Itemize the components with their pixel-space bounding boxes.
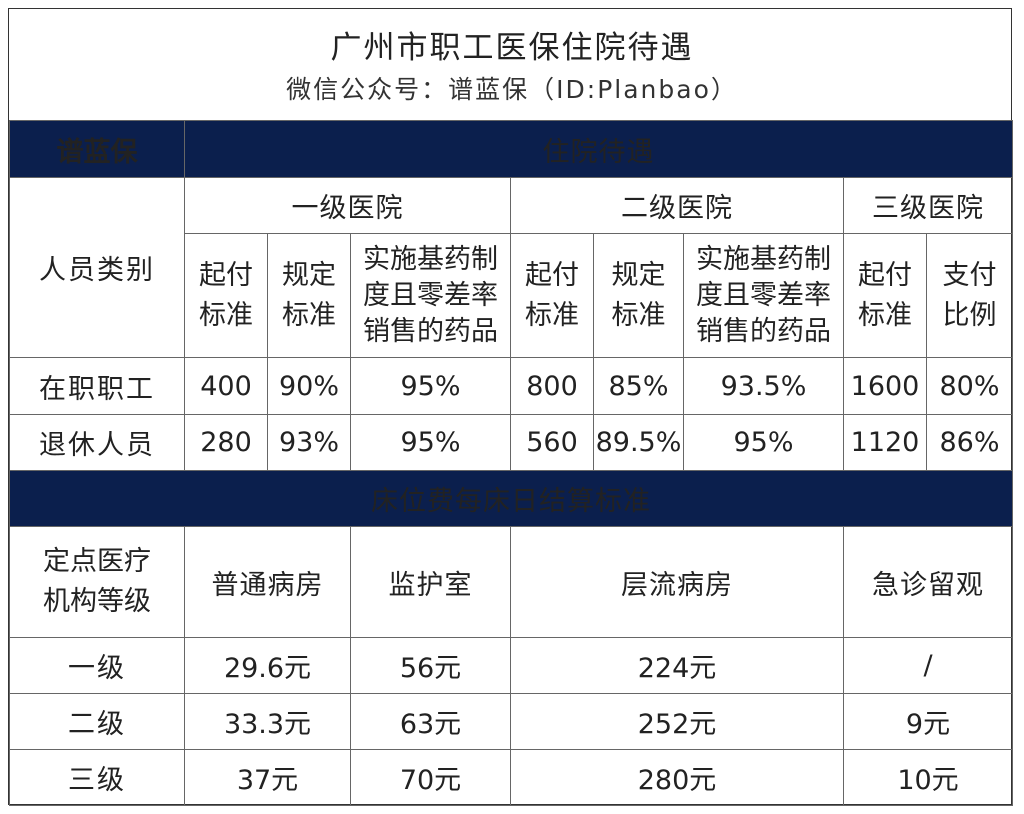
table-row: 三级 37元 70元 280元 10元 xyxy=(9,749,1013,806)
hospital-level-3: 三级医院 xyxy=(843,177,1013,234)
row-label: 在职职工 xyxy=(9,357,185,415)
hospital-level-2: 二级医院 xyxy=(510,177,844,234)
table-cell: 56元 xyxy=(350,637,511,694)
brand-cell: 谱蓝保 xyxy=(9,120,185,178)
subheader-h1-deductible: 起付 标准 xyxy=(184,233,268,358)
column-header-laminar-ward: 层流病房 xyxy=(510,526,844,638)
row-label: 三级 xyxy=(9,749,185,806)
table-cell: 89.5% xyxy=(593,414,684,471)
subheader-h1-essential-drugs: 实施基药制 度且零差率 销售的药品 xyxy=(350,233,511,358)
table-cell: 800 xyxy=(510,357,594,415)
section-title-inpatient: 住院待遇 xyxy=(184,120,1013,178)
table-cell: 93.5% xyxy=(683,357,844,415)
table-cell: 33.3元 xyxy=(184,693,351,750)
table-row: 一级 29.6元 56元 224元 / xyxy=(9,637,1013,694)
subheader-h3-deductible: 起付 标准 xyxy=(843,233,927,358)
row-label: 二级 xyxy=(9,693,185,750)
subheader-h2-deductible: 起付 标准 xyxy=(510,233,594,358)
subheader-h3-payment-ratio: 支付 比例 xyxy=(926,233,1013,358)
benefits-table: 谱蓝保 住院待遇 人员类别 一级医院 二级医院 三级医院 起付 标准 规定 标准… xyxy=(9,120,1013,806)
table-cell: 10元 xyxy=(843,749,1013,806)
category-header: 人员类别 xyxy=(9,177,185,358)
row-label: 一级 xyxy=(9,637,185,694)
table-cell: 63元 xyxy=(350,693,511,750)
page-title: 广州市职工医保住院待遇 xyxy=(330,30,694,66)
column-header-icu: 监护室 xyxy=(350,526,511,638)
table-cell: 224元 xyxy=(510,637,844,694)
table-cell: 1120 xyxy=(843,414,927,471)
table-cell: 95% xyxy=(350,357,511,415)
table-cell: 93% xyxy=(267,414,351,471)
row-label: 退休人员 xyxy=(9,414,185,471)
table-cell: 70元 xyxy=(350,749,511,806)
table-cell: 86% xyxy=(926,414,1013,471)
subheader-h2-standard: 规定 标准 xyxy=(593,233,684,358)
table-cell: 400 xyxy=(184,357,268,415)
table-row: 二级 33.3元 63元 252元 9元 xyxy=(9,693,1013,750)
subheader-h1-standard: 规定 标准 xyxy=(267,233,351,358)
facility-level-header: 定点医疗 机构等级 xyxy=(9,526,185,638)
subheader-h2-essential-drugs: 实施基药制 度且零差率 销售的药品 xyxy=(683,233,844,358)
column-header-emergency-observation: 急诊留观 xyxy=(843,526,1013,638)
table-cell: 90% xyxy=(267,357,351,415)
table-cell: 29.6元 xyxy=(184,637,351,694)
table-cell: 1600 xyxy=(843,357,927,415)
table-cell: 37元 xyxy=(184,749,351,806)
section-title-bed-fee: 床位费每床日结算标准 xyxy=(9,470,1013,527)
table-cell: 560 xyxy=(510,414,594,471)
table-cell: 95% xyxy=(683,414,844,471)
page-subtitle: 微信公众号：谱蓝保（ID:Planbao） xyxy=(286,75,738,104)
table-cell: 9元 xyxy=(843,693,1013,750)
table-cell: 280元 xyxy=(510,749,844,806)
table-cell: 80% xyxy=(926,357,1013,415)
table-cell: 252元 xyxy=(510,693,844,750)
table-cell: 95% xyxy=(350,414,511,471)
table-row: 在职职工 400 90% 95% 800 85% 93.5% 1600 80% xyxy=(9,357,1013,415)
table-cell: 280 xyxy=(184,414,268,471)
table-row: 退休人员 280 93% 95% 560 89.5% 95% 1120 86% xyxy=(9,414,1013,471)
column-header-general-ward: 普通病房 xyxy=(184,526,351,638)
table-cell: 85% xyxy=(593,357,684,415)
hospital-level-1: 一级医院 xyxy=(184,177,511,234)
table-cell: / xyxy=(843,637,1013,694)
